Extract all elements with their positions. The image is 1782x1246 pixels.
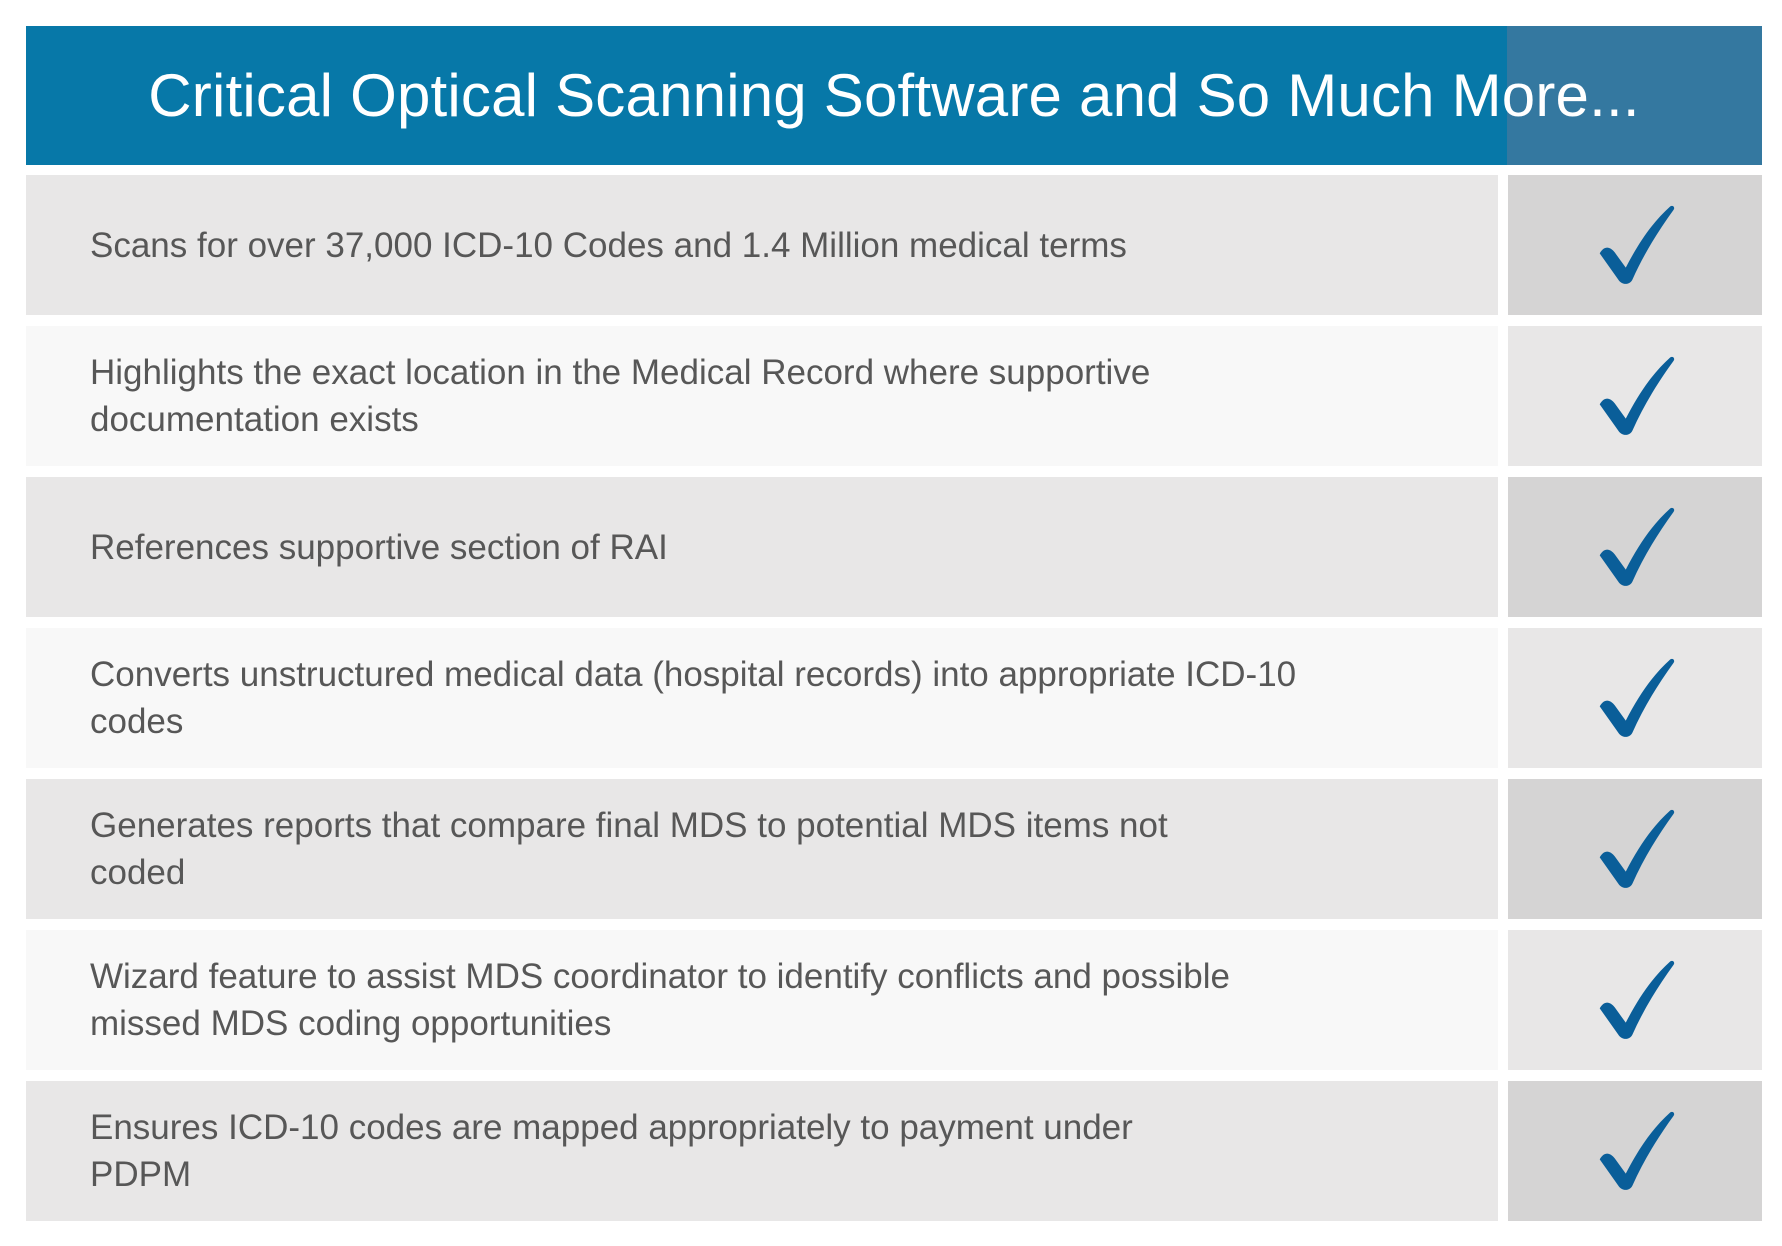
check-cell — [1508, 477, 1762, 617]
check-cell — [1508, 175, 1762, 315]
feature-description: Wizard feature to assist MDS coordinator… — [26, 930, 1498, 1070]
check-cell — [1508, 326, 1762, 466]
header-accent-column — [1507, 26, 1762, 165]
table-row: Generates reports that compare final MDS… — [26, 779, 1762, 919]
table-row: Scans for over 37,000 ICD-10 Codes and 1… — [26, 175, 1762, 315]
table-row: Wizard feature to assist MDS coordinator… — [26, 930, 1762, 1070]
check-cell — [1508, 628, 1762, 768]
feature-text: Generates reports that compare final MDS… — [90, 806, 1168, 892]
checkmark-icon — [1599, 960, 1675, 1039]
feature-description: Generates reports that compare final MDS… — [26, 779, 1498, 919]
feature-description: Converts unstructured medical data (hosp… — [26, 628, 1498, 768]
feature-text: Ensures ICD-10 codes are mapped appropri… — [90, 1108, 1133, 1194]
feature-description: Highlights the exact location in the Med… — [26, 326, 1498, 466]
feature-text: Scans for over 37,000 ICD-10 Codes and 1… — [90, 225, 1127, 265]
checkmark-icon — [1599, 658, 1675, 737]
check-cell — [1508, 1081, 1762, 1221]
feature-text: Wizard feature to assist MDS coordinator… — [90, 957, 1230, 1043]
checkmark-icon — [1599, 1111, 1675, 1190]
feature-description: Ensures ICD-10 codes are mapped appropri… — [26, 1081, 1498, 1221]
check-cell — [1508, 930, 1762, 1070]
feature-description: Scans for over 37,000 ICD-10 Codes and 1… — [26, 175, 1498, 315]
table-row: References supportive section of RAI — [26, 477, 1762, 617]
checkmark-icon — [1599, 809, 1675, 888]
table-header: Critical Optical Scanning Software and S… — [26, 26, 1762, 165]
feature-text: Converts unstructured medical data (hosp… — [90, 655, 1297, 741]
table-row: Ensures ICD-10 codes are mapped appropri… — [26, 1081, 1762, 1221]
feature-text: Highlights the exact location in the Med… — [90, 353, 1151, 439]
check-cell — [1508, 779, 1762, 919]
feature-comparison-table: Critical Optical Scanning Software and S… — [26, 26, 1762, 1221]
feature-description: References supportive section of RAI — [26, 477, 1498, 617]
feature-rows: Scans for over 37,000 ICD-10 Codes and 1… — [26, 175, 1762, 1221]
checkmark-icon — [1599, 507, 1675, 586]
table-row: Converts unstructured medical data (hosp… — [26, 628, 1762, 768]
checkmark-icon — [1599, 356, 1675, 435]
table-row: Highlights the exact location in the Med… — [26, 326, 1762, 466]
feature-text: References supportive section of RAI — [90, 527, 668, 567]
page-title: Critical Optical Scanning Software and S… — [148, 62, 1640, 129]
checkmark-icon — [1599, 205, 1675, 284]
